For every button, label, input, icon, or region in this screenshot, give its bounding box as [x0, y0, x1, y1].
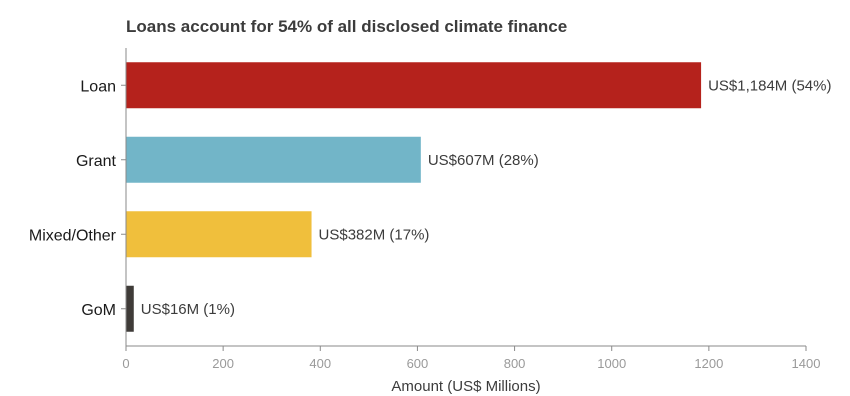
bar-mixed-other [126, 211, 312, 258]
data-label: US$16M (1%) [141, 301, 235, 318]
bar-gom [126, 285, 134, 332]
x-tick-label: 1200 [694, 356, 723, 371]
data-label: US$1,184M (54%) [708, 77, 831, 94]
category-label: Loan [80, 78, 116, 95]
bar-grant [126, 136, 421, 183]
bar-loan [126, 62, 702, 109]
x-tick-label: 400 [309, 356, 331, 371]
data-label: US$607M (28%) [428, 152, 539, 169]
x-tick-label: 800 [504, 356, 526, 371]
x-tick-label: 1400 [792, 356, 821, 371]
category-label: Grant [76, 153, 117, 170]
category-label: GoM [81, 302, 116, 319]
x-axis-label: Amount (US$ Millions) [391, 378, 540, 395]
x-tick-label: 0 [122, 356, 129, 371]
category-label: Mixed/Other [29, 227, 117, 244]
x-tick-label: 200 [212, 356, 234, 371]
data-label: US$382M (17%) [319, 226, 430, 243]
x-tick-label: 600 [407, 356, 429, 371]
axes-group: Loan Grant Mixed/Other GoM 0 200 400 600 800 1000… [29, 48, 821, 371]
chart-title: Loans account for 54% of all disclosed c… [126, 17, 567, 36]
x-tick-label: 1000 [597, 356, 626, 371]
bars-group: US$1,184M (54%) US$607M (28%) US$382M (17%… [126, 62, 831, 332]
